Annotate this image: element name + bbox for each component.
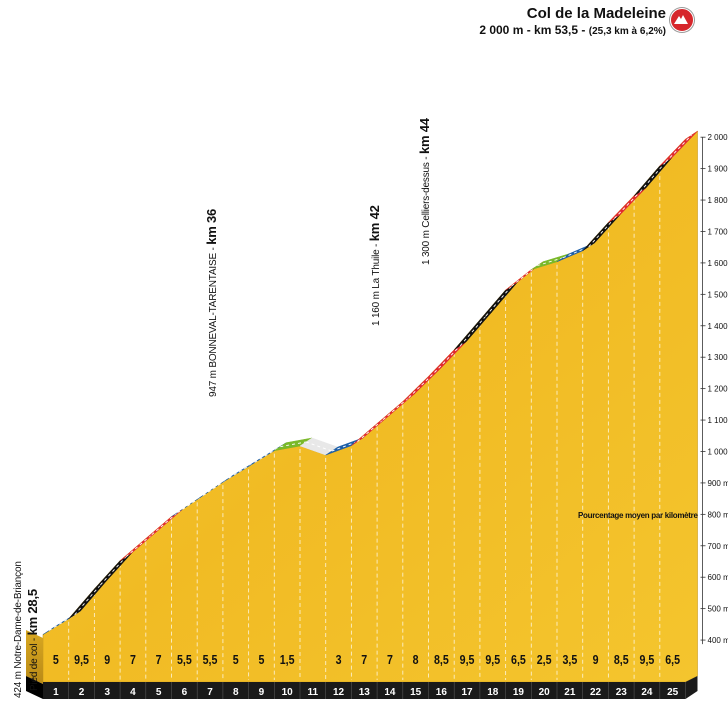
summit-mountain-icon bbox=[670, 8, 694, 32]
km-percent-23: 8,5 bbox=[614, 652, 629, 667]
km-percent-10: 1,5 bbox=[280, 652, 295, 667]
km-percent-14: 7 bbox=[387, 652, 393, 667]
km-percent-5: 7 bbox=[156, 652, 162, 667]
waypoint-celliers-name: 1 300 m Celliers-dessus - bbox=[421, 154, 432, 265]
km-label-12: 12 bbox=[333, 687, 345, 698]
waypoint-celliers: 1 300 m Celliers-dessus - km 44 bbox=[416, 118, 434, 265]
y-tick-label-1400: 1 400 m bbox=[708, 322, 728, 331]
km-percent-25: 6,5 bbox=[665, 652, 680, 667]
start-label-foot: Pied de col - bbox=[29, 635, 40, 691]
km-label-9: 9 bbox=[259, 687, 265, 698]
km-label-15: 15 bbox=[410, 687, 422, 698]
waypoint-la-thuile-name: 1 160 m La Thuile - bbox=[371, 241, 382, 326]
km-percent-21: 3,5 bbox=[562, 652, 577, 667]
km-percent-18: 9,5 bbox=[485, 652, 500, 667]
y-tick-label-1600: 1 600 m bbox=[708, 259, 728, 268]
y-tick-label-900: 900 m bbox=[708, 479, 728, 488]
y-tick-label-800: 800 m bbox=[708, 510, 728, 519]
y-tick-label-400: 400 m bbox=[708, 636, 728, 645]
km-label-7: 7 bbox=[207, 687, 213, 698]
km-label-23: 23 bbox=[616, 687, 628, 698]
km-label-1: 1 bbox=[53, 687, 59, 698]
km-label-17: 17 bbox=[461, 687, 473, 698]
chart-title: Col de la Madeleine 2 000 m - km 53,5 - … bbox=[479, 6, 666, 40]
km-percent-4: 7 bbox=[130, 652, 136, 667]
climb-subtitle-main: 2 000 m - km 53,5 - bbox=[479, 23, 588, 37]
km-label-16: 16 bbox=[436, 687, 448, 698]
y-tick-label-1000: 1 000 m bbox=[708, 447, 728, 456]
start-label-location: 424 m Notre-Dame-de-Briançon bbox=[13, 561, 24, 698]
km-label-11: 11 bbox=[308, 687, 319, 698]
start-label-km: km 28,5 bbox=[25, 589, 40, 635]
waypoint-bonneval-name: 947 m BONNEVAL-TARENTAISE - bbox=[208, 245, 219, 397]
km-percent-17: 9,5 bbox=[460, 652, 475, 667]
km-label-20: 20 bbox=[539, 687, 551, 698]
km-percent-24: 9,5 bbox=[640, 652, 655, 667]
km-label-21: 21 bbox=[564, 687, 576, 698]
km-label-24: 24 bbox=[641, 687, 653, 698]
climb-name: Col de la Madeleine bbox=[479, 6, 666, 22]
km-label-19: 19 bbox=[513, 687, 525, 698]
km-label-8: 8 bbox=[233, 687, 239, 698]
km-label-5: 5 bbox=[156, 687, 162, 698]
y-tick-label-1100: 1 100 m bbox=[708, 416, 728, 425]
km-label-22: 22 bbox=[590, 687, 602, 698]
km-percent-8: 5 bbox=[233, 652, 239, 667]
y-tick-label-1300: 1 300 m bbox=[708, 353, 728, 362]
km-percent-6: 5,5 bbox=[177, 652, 192, 667]
km-percent-13: 7 bbox=[361, 652, 367, 667]
km-percent-22: 9 bbox=[593, 652, 599, 667]
km-percent-1: 5 bbox=[53, 652, 59, 667]
climb-subtitle: 2 000 m - km 53,5 - (25,3 km à 6,2%) bbox=[479, 22, 666, 40]
y-tick-label-1500: 1 500 m bbox=[708, 290, 728, 299]
climb-subtitle-detail: (25,3 km à 6,2%) bbox=[589, 26, 666, 37]
km-label-6: 6 bbox=[182, 687, 188, 698]
waypoint-celliers-km: km 44 bbox=[417, 118, 432, 154]
km-percent-9: 5 bbox=[258, 652, 264, 667]
waypoint-bonneval-km: km 36 bbox=[204, 209, 219, 245]
y-tick-label-500: 500 m bbox=[708, 605, 728, 614]
y-tick-label-2000: 2 000 m bbox=[708, 133, 728, 142]
waypoint-bonneval: 947 m BONNEVAL-TARENTAISE - km 36 bbox=[203, 209, 221, 397]
waypoint-la-thuile: 1 160 m La Thuile - km 42 bbox=[366, 205, 384, 326]
km-percent-20: 2,5 bbox=[537, 652, 552, 667]
km-label-3: 3 bbox=[104, 687, 110, 698]
km-percent-7: 5,5 bbox=[203, 652, 218, 667]
km-label-4: 4 bbox=[130, 687, 136, 698]
y-tick-label-1200: 1 200 m bbox=[708, 385, 728, 394]
y-tick-label-700: 700 m bbox=[708, 542, 728, 551]
km-percent-16: 8,5 bbox=[434, 652, 449, 667]
km-percent-15: 8 bbox=[413, 652, 419, 667]
km-percent-3: 9 bbox=[104, 652, 110, 667]
waypoint-la-thuile-km: km 42 bbox=[367, 205, 382, 241]
start-label-line2: Pied de col - km 28,5 bbox=[24, 589, 42, 691]
km-label-25: 25 bbox=[667, 687, 679, 698]
y-tick-label-1700: 1 700 m bbox=[708, 227, 728, 236]
y-tick-label-1800: 1 800 m bbox=[708, 196, 728, 205]
km-label-18: 18 bbox=[487, 687, 499, 698]
y-tick-label-1900: 1 900 m bbox=[708, 165, 728, 174]
average-percent-note: Pourcentage moyen par kilomètre bbox=[578, 511, 698, 520]
y-tick-label-600: 600 m bbox=[708, 573, 728, 582]
km-label-14: 14 bbox=[384, 687, 396, 698]
km-label-10: 10 bbox=[282, 687, 294, 698]
km-percent-12: 3 bbox=[336, 652, 342, 667]
km-percent-19: 6,5 bbox=[511, 652, 526, 667]
km-label-13: 13 bbox=[359, 687, 371, 698]
km-label-2: 2 bbox=[79, 687, 85, 698]
km-percent-2: 9,5 bbox=[74, 652, 89, 667]
